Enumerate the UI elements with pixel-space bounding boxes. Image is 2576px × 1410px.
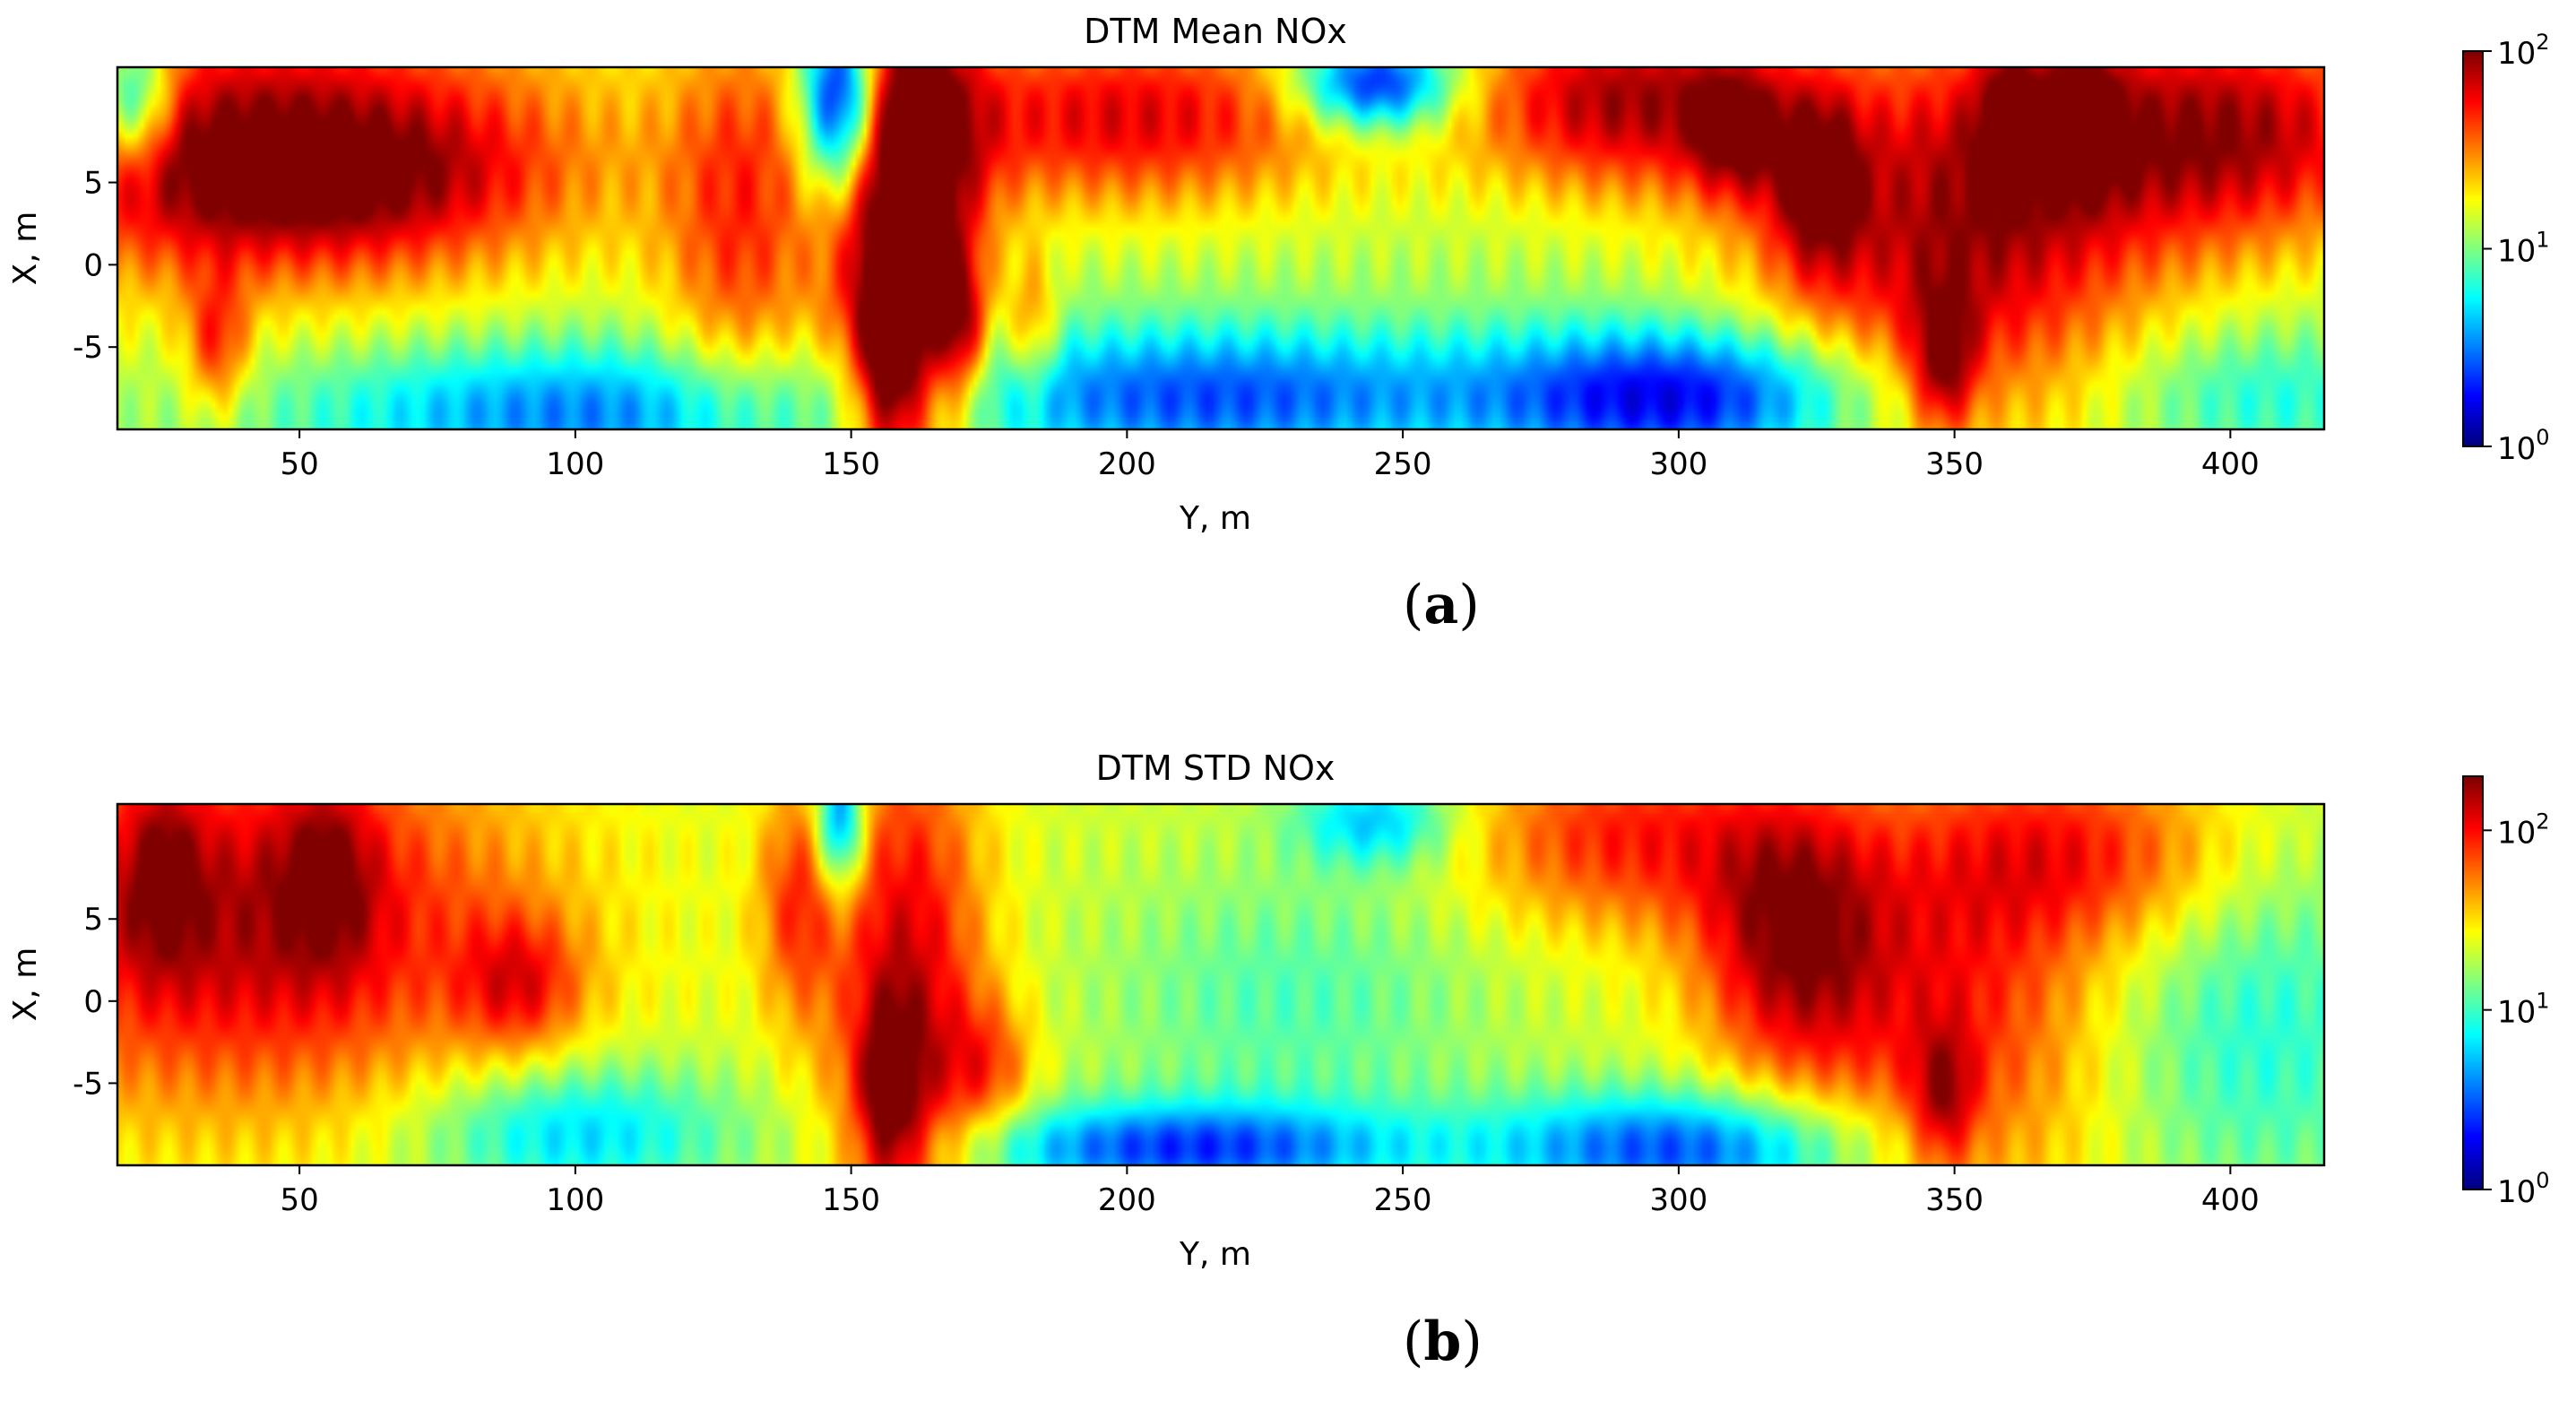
chart-b-frame <box>116 802 2326 1167</box>
chart-b-colorbar <box>2463 776 2483 1189</box>
chart-b-colorbar-frame <box>2462 775 2484 1190</box>
y-tick-label: 5 <box>83 902 103 938</box>
colorbar-tick-label: 100 <box>2497 1168 2550 1210</box>
caption-a: (a) <box>1403 574 1480 636</box>
x-tick-label: 100 <box>546 446 604 482</box>
colorbar-tick-label: 100 <box>2497 425 2550 467</box>
y-tick-label: 5 <box>83 166 103 202</box>
chart-a-title: DTM Mean NOx <box>1084 12 1347 51</box>
x-tick-label: 50 <box>280 1182 318 1218</box>
x-tick-label: 350 <box>1925 1182 1984 1218</box>
chart-b-xlabel: Y, m <box>1179 1236 1251 1273</box>
panel-b: DTM STD NOx 50 100 150 200 250 300 350 400 50-5… <box>7 748 2550 1273</box>
x-tick-label: 400 <box>2201 1182 2260 1218</box>
chart-a-colorbar <box>2463 51 2483 446</box>
colorbar-tick-base: 10 <box>2497 815 2536 851</box>
colorbar-tick-exponent: 2 <box>2536 809 2549 834</box>
y-tick-label: -5 <box>73 330 103 366</box>
x-tick-label: 300 <box>1649 446 1707 482</box>
panel-a: DTM Mean NOx 50 100 150 200 250 300 350 400 50-… <box>7 12 2550 537</box>
x-tick-label: 400 <box>2201 446 2260 482</box>
x-tick-label: 250 <box>1374 446 1432 482</box>
caption-a-label: a <box>1423 574 1459 636</box>
colorbar-tick-exponent: 2 <box>2536 30 2549 55</box>
chart-a-frame <box>116 65 2326 431</box>
x-tick-label: 350 <box>1925 446 1984 482</box>
chart-a-y-ticks: 5 0 -5 <box>73 166 117 366</box>
caption-b: (b) <box>1403 1311 1482 1373</box>
y-tick-label: 0 <box>83 984 103 1020</box>
x-tick-label: 150 <box>822 1182 880 1218</box>
caption-b-label: b <box>1423 1311 1462 1373</box>
chart-b-title: DTM STD NOx <box>1096 748 1336 788</box>
colorbar-tick-exponent: 1 <box>2536 989 2549 1014</box>
colorbar-tick-base: 10 <box>2497 234 2536 270</box>
colorbar-tick-base: 10 <box>2497 995 2536 1031</box>
colorbar-tick-exponent: 1 <box>2536 228 2549 253</box>
x-tick-label: 150 <box>822 446 880 482</box>
chart-a-x-ticks: 50 100 150 200 250 300 350 400 <box>280 429 2260 482</box>
x-tick-label: 300 <box>1649 1182 1707 1218</box>
x-tick-label: 50 <box>280 446 318 482</box>
x-tick-label: 100 <box>546 1182 604 1218</box>
chart-b-heatmap <box>117 804 2324 1165</box>
y-tick-label: 0 <box>83 247 103 283</box>
chart-a-heatmap <box>117 67 2324 429</box>
y-tick-label: -5 <box>73 1066 103 1102</box>
colorbar-tick-exponent: 0 <box>2536 425 2549 450</box>
colorbar-tick-base: 10 <box>2497 36 2536 72</box>
colorbar-tick-label: 101 <box>2497 228 2550 270</box>
x-tick-label: 200 <box>1098 446 1156 482</box>
colorbar-tick-label: 101 <box>2497 989 2550 1031</box>
x-tick-label: 250 <box>1374 1182 1432 1218</box>
chart-b-y-ticks: 5 0 -5 <box>73 902 117 1102</box>
x-tick-label: 200 <box>1098 1182 1156 1218</box>
colorbar-tick-base: 10 <box>2497 1174 2536 1210</box>
chart-a-ylabel: X, m <box>7 212 44 286</box>
chart-b-ylabel: X, m <box>7 947 44 1022</box>
chart-b-x-ticks: 50 100 150 200 250 300 350 400 <box>280 1165 2260 1218</box>
colorbar-tick-base: 10 <box>2497 431 2536 467</box>
colorbar-tick-label: 102 <box>2497 809 2550 851</box>
colorbar-tick-exponent: 0 <box>2536 1168 2549 1193</box>
chart-a-xlabel: Y, m <box>1179 500 1251 537</box>
colorbar-tick-label: 102 <box>2497 30 2550 72</box>
